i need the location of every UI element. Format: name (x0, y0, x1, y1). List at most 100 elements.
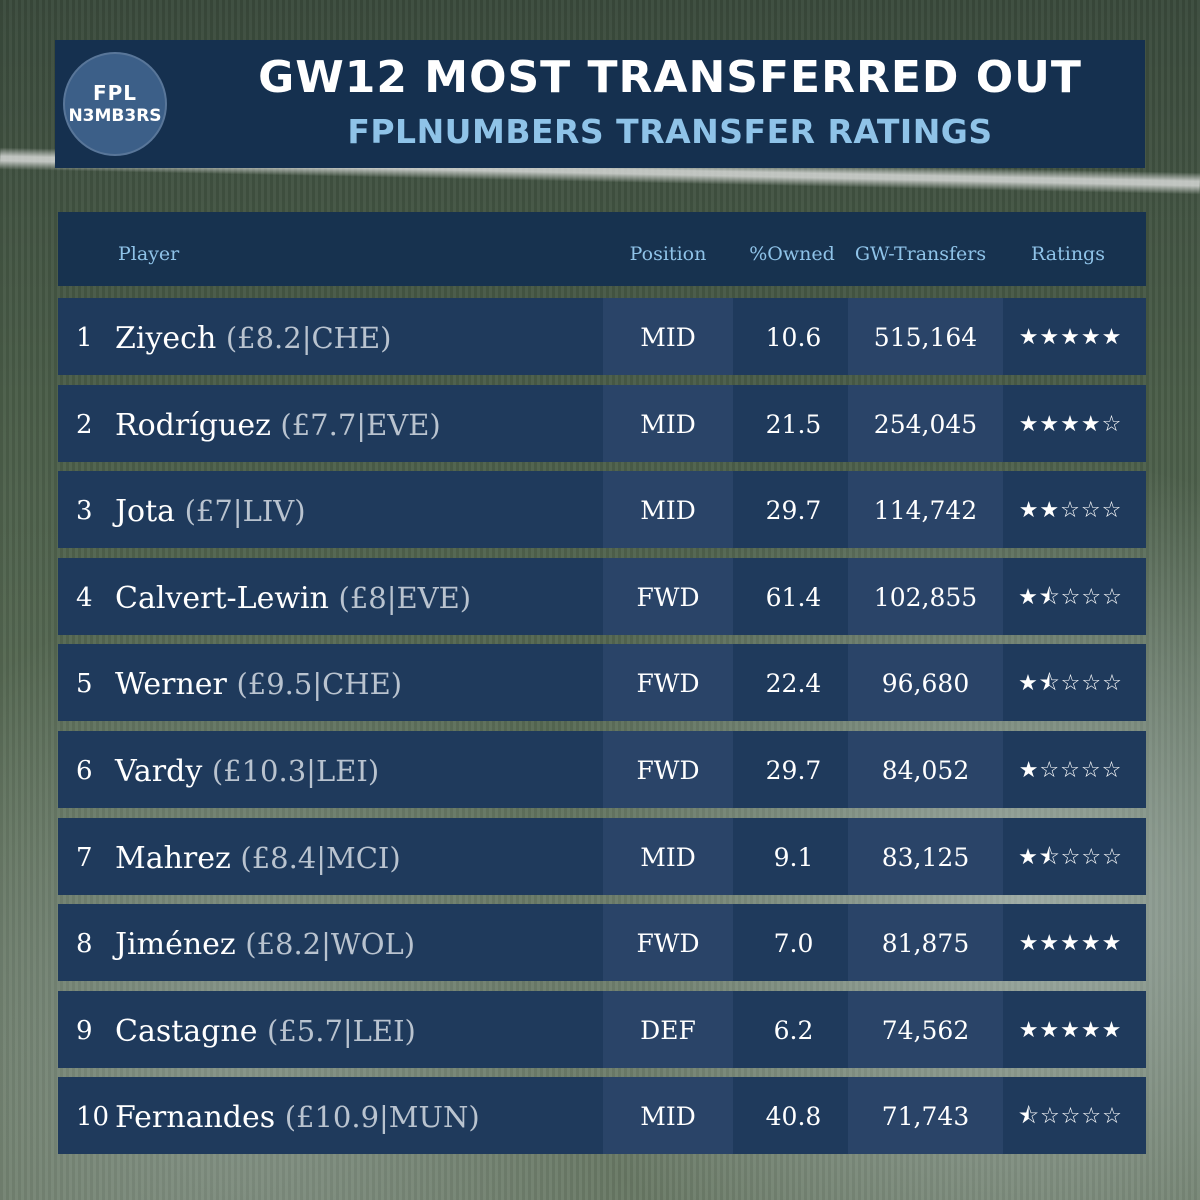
player-price-team: (£8|EVE) (338, 580, 472, 615)
player-owned: 21.5 (765, 409, 822, 439)
position-cell-bg (603, 990, 733, 1068)
player-price-team: (£10.9|MUN) (284, 1100, 480, 1135)
position-cell-bg (603, 384, 733, 462)
player-cell: Rodríguez (£7.7|EVE) (115, 385, 441, 466)
transfers-cell-bg (848, 298, 1003, 375)
player-cell: Calvert-Lewin (£8|EVE) (115, 558, 471, 639)
player-transfers: 515,164 (873, 323, 978, 352)
position-cell-bg (603, 817, 733, 895)
player-position: MID (640, 496, 696, 526)
transfers-cell-bg (848, 1077, 1003, 1155)
player-owned: 29.7 (765, 755, 822, 785)
player-price-team: (£10.3|LEI) (211, 753, 380, 788)
star-rating: ★★★★★ (1018, 1017, 1123, 1043)
star-rating: ★⯪☆☆☆ (1018, 844, 1123, 870)
star-rating: ★★★★★ (1018, 931, 1123, 957)
table-row: 7 Mahrez (£8.4|MCI) MID 9.1 83,125 ★⯪☆☆☆ (58, 817, 1146, 895)
player-position: FWD (636, 929, 700, 959)
position-cell-bg (603, 298, 733, 375)
player-transfers: 96,680 (881, 669, 970, 699)
star-rating: ★☆☆☆☆ (1018, 757, 1123, 783)
players-table: 1 Ziyech (£8.2|CHE) MID 10.6 515,164 ★★★… (58, 298, 1146, 1164)
player-transfers: 114,742 (873, 496, 978, 526)
table-row: 1 Ziyech (£8.2|CHE) MID 10.6 515,164 ★★★… (58, 298, 1146, 375)
player-price-team: (£9.5|CHE) (236, 667, 403, 702)
transfers-cell-bg (848, 471, 1003, 549)
player-cell: Werner (£9.5|CHE) (115, 644, 402, 725)
player-owned: 29.7 (765, 496, 822, 526)
player-owned: 7.0 (773, 929, 814, 959)
column-header-position: Position (629, 243, 707, 265)
player-price-team: (£5.7|LEI) (267, 1013, 416, 1048)
column-header-ratings: Ratings (1031, 243, 1105, 265)
transfers-cell-bg (848, 644, 1003, 722)
star-rating: ★★☆☆☆ (1018, 498, 1123, 524)
table-row: 5 Werner (£9.5|CHE) FWD 22.4 96,680 ★⯪☆☆… (58, 644, 1146, 722)
player-name: Fernandes (115, 1100, 276, 1136)
player-position: DEF (640, 1015, 696, 1045)
player-name: Mahrez (115, 840, 231, 876)
player-transfers: 81,875 (881, 929, 970, 959)
column-header-player: Player (118, 243, 180, 265)
player-position: MID (640, 1102, 696, 1132)
position-cell-bg (603, 1077, 733, 1155)
player-cell: Jiménez (£8.2|WOL) (115, 904, 415, 985)
star-rating: ★★★★★ (1018, 325, 1123, 350)
player-position: MID (640, 842, 696, 872)
page-subtitle: FPLNUMBERS TRANSFER RATINGS (347, 112, 993, 151)
player-transfers: 74,562 (881, 1015, 970, 1045)
row-rank: 4 (76, 582, 93, 613)
table-row: 10 Fernandes (£10.9|MUN) MID 40.8 71,743… (58, 1077, 1146, 1155)
transfers-cell-bg (848, 904, 1003, 982)
player-price-team: (£8.4|MCI) (240, 840, 401, 875)
star-rating: ★★★★☆ (1018, 411, 1123, 437)
transfers-cell-bg (848, 557, 1003, 635)
player-position: FWD (636, 582, 700, 612)
column-header-transfers: GW-Transfers (854, 243, 987, 265)
player-name: Ziyech (115, 321, 217, 356)
row-rank: 3 (76, 496, 93, 527)
transfers-cell-bg (848, 384, 1003, 462)
player-name: Rodríguez (115, 407, 271, 443)
position-cell-bg (603, 644, 733, 722)
player-owned: 10.6 (765, 323, 822, 352)
star-rating: ⯪☆☆☆☆ (1018, 1104, 1123, 1130)
player-cell: Fernandes (£10.9|MUN) (115, 1077, 480, 1158)
row-rank: 7 (76, 842, 93, 873)
player-cell: Mahrez (£8.4|MCI) (115, 818, 401, 899)
player-transfers: 84,052 (881, 755, 970, 785)
player-cell: Castagne (£5.7|LEI) (115, 991, 416, 1072)
player-name: Jota (115, 494, 176, 530)
header-banner: FPL N3MB3RS GW12 MOST TRANSFERRED OUT FP… (55, 40, 1145, 168)
position-cell-bg (603, 904, 733, 982)
player-name: Calvert-Lewin (115, 580, 329, 616)
player-cell: Vardy (£10.3|LEI) (115, 731, 379, 812)
row-rank: 9 (76, 1015, 93, 1046)
transfers-cell-bg (848, 730, 1003, 808)
player-transfers: 102,855 (873, 582, 978, 612)
table-header: Player Position %Owned GW-Transfers Rati… (58, 212, 1146, 286)
position-cell-bg (603, 471, 733, 549)
player-cell: Ziyech (£8.2|CHE) (115, 298, 391, 379)
position-cell-bg (603, 730, 733, 808)
player-transfers: 71,743 (881, 1102, 970, 1132)
player-price-team: (£8.2|CHE) (225, 321, 392, 355)
star-rating: ★⯪☆☆☆ (1018, 584, 1123, 610)
logo-text-line2: N3MB3RS (68, 106, 162, 126)
position-cell-bg (603, 557, 733, 635)
player-owned: 61.4 (765, 582, 822, 612)
player-transfers: 254,045 (873, 409, 978, 439)
player-price-team: (£7.7|EVE) (280, 407, 441, 442)
player-name: Jiménez (115, 927, 236, 963)
player-owned: 40.8 (765, 1102, 822, 1132)
player-name: Werner (115, 667, 227, 703)
player-owned: 6.2 (773, 1015, 814, 1045)
row-rank: 8 (76, 929, 93, 960)
row-rank: 2 (76, 409, 93, 440)
player-price-team: (£7|LIV) (184, 494, 306, 529)
logo-text-line1: FPL (92, 81, 138, 105)
table-row: 4 Calvert-Lewin (£8|EVE) FWD 61.4 102,85… (58, 557, 1146, 635)
table-row: 3 Jota (£7|LIV) MID 29.7 114,742 ★★☆☆☆ (58, 471, 1146, 549)
row-rank: 5 (76, 669, 93, 700)
player-position: MID (640, 409, 696, 439)
